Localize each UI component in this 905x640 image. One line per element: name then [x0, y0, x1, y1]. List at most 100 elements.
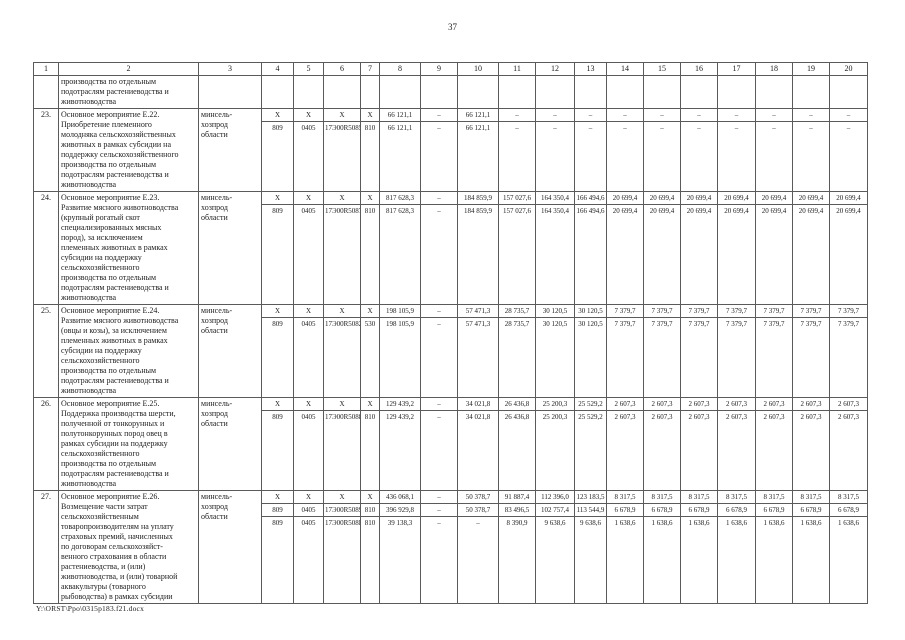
value-cell	[323, 75, 361, 109]
value-cell	[261, 75, 294, 109]
value-cell: 7 379,7	[829, 304, 868, 318]
value-cell: X	[293, 490, 324, 504]
measure-name: Основное мероприятие Е.25. Поддержка про…	[58, 397, 199, 491]
value-cell: 6 678,9	[606, 503, 644, 517]
value-cell: 20 699,4	[755, 191, 793, 205]
value-cell: 2 607,3	[755, 397, 793, 411]
table-row: 809 0405 17Э00R508Г 810 39 138,3– –8 390,9 9 6…	[34, 516, 868, 604]
value-cell: 164 350,4	[535, 191, 575, 205]
column-header: 7	[360, 62, 380, 76]
column-header: 18	[755, 62, 793, 76]
value-cell: 17Э00R5089	[323, 503, 361, 517]
value-cell: 809	[261, 317, 294, 398]
value-cell: 17Э00R5088	[323, 410, 361, 491]
value-cell: 26 436,8	[498, 410, 536, 491]
value-cell: 810	[360, 121, 380, 192]
value-cell: X	[360, 397, 380, 411]
value-cell: –	[829, 121, 868, 192]
value-cell: –	[420, 503, 458, 517]
value-cell: 0405	[293, 516, 324, 604]
value-cell: 9 638,6	[574, 516, 607, 604]
value-cell: 2 607,3	[680, 410, 718, 491]
value-cell: 810	[360, 410, 380, 491]
value-cell: –	[829, 108, 868, 122]
value-cell: 2 607,3	[792, 410, 830, 491]
value-cell: 809	[261, 121, 294, 192]
value-cell: X	[293, 397, 324, 411]
value-cell: 810	[360, 503, 380, 517]
value-cell: 123 183,5	[574, 490, 607, 504]
table-row: 809 0405 17Э00R5087 810 817 628,3–184 859,9 1…	[34, 204, 868, 305]
value-cell: –	[574, 108, 607, 122]
value-cell: –	[574, 121, 607, 192]
column-header: 17	[717, 62, 756, 76]
value-cell: 0405	[293, 317, 324, 398]
value-cell: –	[643, 108, 681, 122]
measure-name-continuation: производства по отдельным подотраслям ра…	[58, 75, 199, 109]
value-cell: 113 544,9	[574, 503, 607, 517]
column-header: 5	[293, 62, 324, 76]
value-cell: 112 396,0	[535, 490, 575, 504]
measure-name: Основное мероприятие Е.24. Развитие мясн…	[58, 304, 199, 398]
value-cell: 20 699,4	[829, 191, 868, 205]
measure-name: Основное мероприятие Е.23. Развитие мясн…	[58, 191, 199, 305]
value-cell: –	[792, 121, 830, 192]
column-header: 2	[58, 62, 199, 76]
value-cell	[535, 75, 575, 109]
value-cell: 184 859,9	[457, 204, 499, 305]
continuation-row: производства по отдельным подотраслям ра…	[33, 75, 868, 109]
value-cell: 7 379,7	[717, 304, 756, 318]
column-header: 1	[33, 62, 59, 76]
value-cell: 198 105,9	[379, 317, 421, 398]
table-row: 809 0405 17Э00R5088 810 129 439,2–34 021,8 26…	[34, 410, 868, 491]
value-cell: 166 494,6	[574, 191, 607, 205]
value-cell: –	[535, 121, 575, 192]
value-cell: 809	[261, 204, 294, 305]
value-cell: 0405	[293, 204, 324, 305]
value-cell: 1 638,6	[829, 516, 868, 604]
value-cell	[498, 75, 536, 109]
table-body: производства по отдельным подотраслям ра…	[33, 75, 868, 604]
value-cell: X	[261, 490, 294, 504]
value-cell: 7 379,7	[680, 304, 718, 318]
value-cell: 0405	[293, 410, 324, 491]
value-cell: 91 887,4	[498, 490, 536, 504]
value-cell: –	[420, 304, 458, 318]
value-cell	[360, 75, 380, 109]
value-cell: 25 529,2	[574, 397, 607, 411]
value-cell: 26 436,8	[498, 397, 536, 411]
column-header: 11	[498, 62, 536, 76]
value-cell: 809	[261, 503, 294, 517]
value-cell: 7 379,7	[606, 317, 644, 398]
value-cell: 50 378,7	[457, 503, 499, 517]
value-cell: 7 379,7	[829, 317, 868, 398]
value-cell: 6 678,9	[643, 503, 681, 517]
value-cell: X	[323, 490, 361, 504]
column-header: 14	[606, 62, 644, 76]
value-cell: 8 317,5	[755, 490, 793, 504]
value-cell: 2 607,3	[606, 410, 644, 491]
value-cell: X	[261, 191, 294, 205]
value-cell: 17Э00R508Г	[323, 516, 361, 604]
value-cell: –	[498, 121, 536, 192]
value-cell: 7 379,7	[643, 317, 681, 398]
value-cell: –	[498, 108, 536, 122]
value-cell: X	[323, 304, 361, 318]
value-cell: 9 638,6	[535, 516, 575, 604]
value-cell: 1 638,6	[680, 516, 718, 604]
column-header: 13	[574, 62, 607, 76]
value-cell: –	[420, 191, 458, 205]
value-cell: 30 120,5	[574, 317, 607, 398]
value-cell: –	[420, 317, 458, 398]
value-cell: –	[535, 108, 575, 122]
value-cell: –	[420, 204, 458, 305]
table-row: 24. Основное мероприятие Е.23. Развитие м…	[33, 191, 868, 305]
value-cell: 2 607,3	[680, 397, 718, 411]
table-row: 809 0405 17Э00R5082 530 198 105,9–57 471,3 28…	[34, 317, 868, 398]
value-cell: 129 439,2	[379, 410, 421, 491]
value-cell: 20 699,4	[606, 204, 644, 305]
value-cell: –	[717, 108, 756, 122]
value-cell: X	[293, 304, 324, 318]
value-cell: X	[261, 397, 294, 411]
value-cell: –	[680, 108, 718, 122]
